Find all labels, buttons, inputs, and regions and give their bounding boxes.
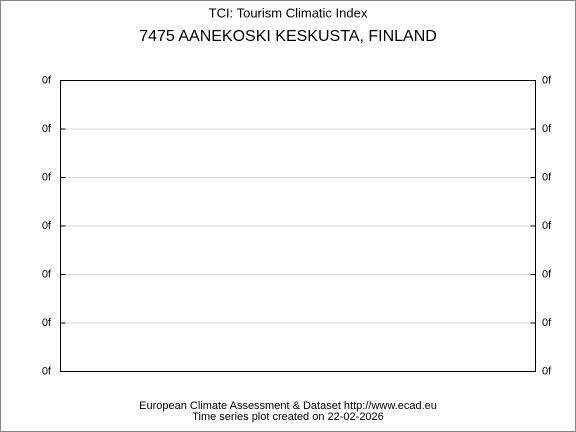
y2-tick-label: 0f (542, 317, 552, 329)
y2-tick-label: 0f (542, 171, 552, 183)
y-tick-label: 0f (42, 317, 52, 329)
y2-tick-label: 0f (542, 365, 552, 377)
footer-line: Time series plot created on 22-02-2026 (192, 411, 384, 423)
y2-tick-label: 0f (542, 123, 552, 135)
y2-tick-label: 0f (542, 220, 552, 232)
y-tick-label: 0f (42, 365, 52, 377)
y-tick-label: 0f (42, 123, 52, 135)
y-tick-label: 0f (42, 171, 52, 183)
y-tick-label: 0f (42, 220, 52, 232)
y2-tick-label: 0f (542, 74, 552, 86)
footer-line: European Climate Assessment & Dataset ht… (139, 400, 437, 412)
y-tick-label: 0f (42, 268, 52, 280)
chart-title: TCI: Tourism Climatic Index (209, 5, 368, 20)
chart-subtitle: 7475 AANEKOSKI KESKUSTA, FINLAND (139, 28, 437, 45)
y-tick-label: 0f (42, 74, 52, 86)
y2-tick-label: 0f (542, 268, 552, 280)
